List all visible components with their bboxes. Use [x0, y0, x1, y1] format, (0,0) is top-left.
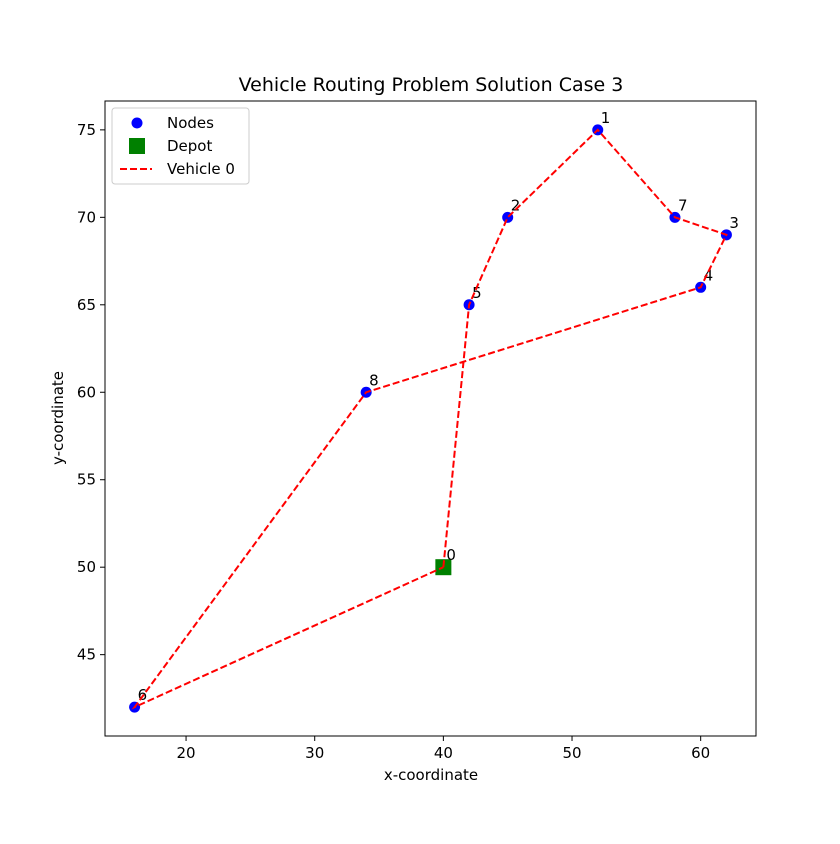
node-label: 4	[704, 266, 714, 284]
x-axis-label: x-coordinate	[384, 766, 478, 784]
x-tick-label: 60	[691, 744, 710, 762]
node-label: 5	[472, 284, 482, 302]
node-label: 2	[511, 196, 521, 214]
x-tick-label: 20	[177, 744, 196, 762]
x-tick-label: 30	[305, 744, 324, 762]
legend-depot-marker	[129, 138, 145, 154]
y-tick-label: 45	[77, 646, 96, 664]
plot-frame	[104, 100, 757, 737]
node-label: 3	[729, 214, 739, 232]
y-tick-label: 50	[77, 558, 96, 576]
y-tick-label: 55	[77, 471, 96, 489]
route-line-vehicle-0	[131, 128, 728, 710]
legend-box	[111, 107, 250, 185]
node-label: 7	[678, 196, 688, 214]
y-tick-label: 75	[77, 121, 96, 139]
x-tick-label: 50	[562, 744, 581, 762]
legend-label: Depot	[167, 137, 212, 155]
y-tick-label: 60	[77, 383, 96, 401]
y-tick-label: 70	[77, 208, 96, 226]
legend-nodes-marker	[131, 117, 143, 129]
legend-label: Nodes	[167, 114, 214, 132]
node-label: 1	[601, 109, 611, 127]
y-tick-label: 65	[77, 296, 96, 314]
node-label: 0	[446, 546, 456, 564]
y-axis-label: y-coordinate	[49, 371, 67, 465]
legend: Nodes Depot Vehicle 0	[111, 107, 250, 185]
x-tick-label: 40	[434, 744, 453, 762]
node-label: 8	[369, 371, 379, 389]
route-layer	[131, 128, 728, 710]
legend-label: Vehicle 0	[167, 160, 235, 178]
chart-title: Vehicle Routing Problem Solution Case 3	[239, 74, 624, 96]
